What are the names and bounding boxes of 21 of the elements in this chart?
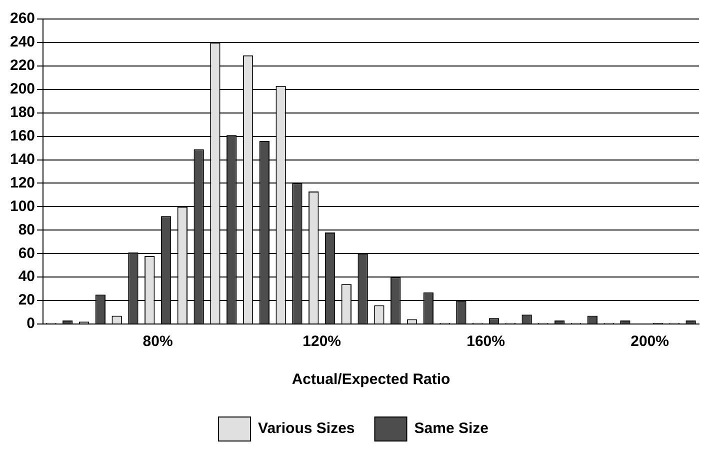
legend-label: Same Size	[414, 420, 488, 438]
x-tick-label: 200%	[630, 333, 669, 350]
y-tick-label: 220	[10, 57, 36, 74]
y-tick-label: 40	[18, 268, 36, 286]
y-tick-label: 140	[10, 150, 36, 168]
x-tick-label: 80%	[142, 333, 173, 350]
y-tick-label: 260	[10, 10, 36, 28]
x-axis-title: Actual/Expected Ratio	[292, 371, 450, 388]
y-tick-label: 240	[10, 34, 36, 51]
legend-label: Various Sizes	[258, 420, 355, 438]
y-tick-label: 120	[10, 174, 36, 192]
y-tick-label: 180	[10, 104, 36, 121]
y-tick-label: 0	[26, 315, 36, 332]
y-tick-label: 200	[10, 80, 36, 98]
y-tick-label: 60	[18, 244, 36, 262]
x-tick-label: 160%	[466, 333, 505, 350]
y-tick-label: 20	[18, 292, 36, 309]
y-tick-label: 160	[10, 127, 36, 144]
x-tick-label: 120%	[302, 333, 342, 350]
y-tick-label: 100	[10, 198, 36, 215]
y-tick-label: 80	[18, 221, 36, 238]
